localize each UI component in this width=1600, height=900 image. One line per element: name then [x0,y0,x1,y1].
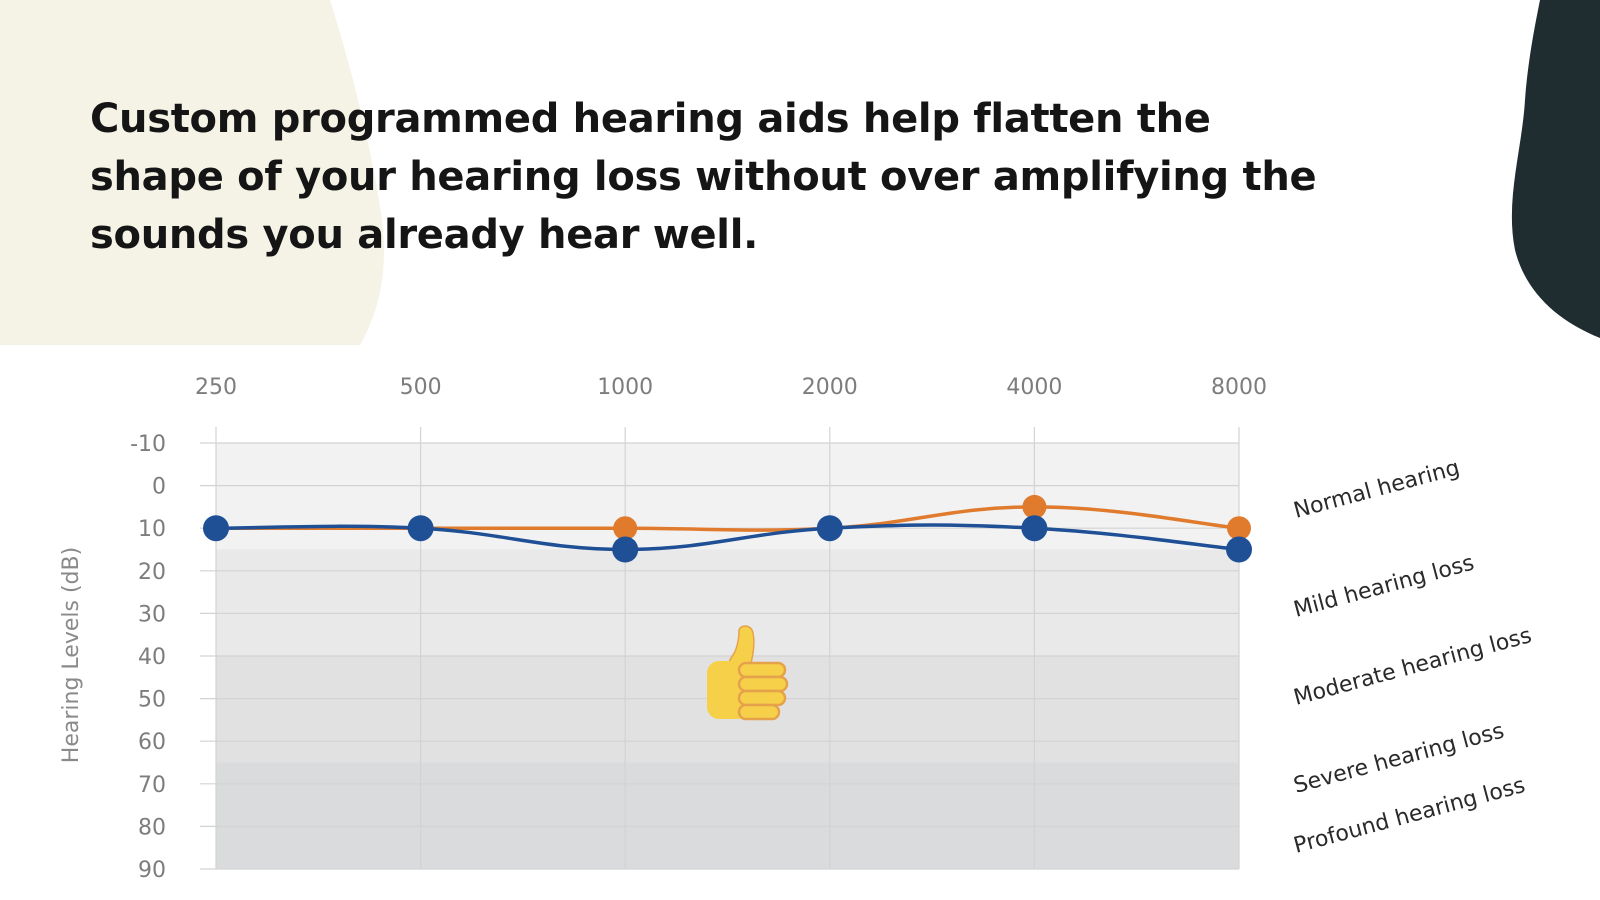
series-0-point [1022,494,1047,519]
y-tick-label: 80 [138,815,166,840]
series-1-point [407,515,434,542]
x-tick-label: 1000 [597,375,653,400]
band-1 [216,549,1239,656]
series-1-point [1226,536,1252,563]
thumbs-up-finger-4 [737,703,781,721]
y-tick-label: 90 [138,858,166,883]
hearing-bands [216,443,1239,869]
band-label-1: Mild hearing loss [1291,551,1477,623]
y-tick-label: 40 [138,645,166,670]
y-tick-label: 0 [152,475,166,500]
y-tick-label: 60 [138,730,166,755]
series-0-point [613,516,638,541]
band-3 [216,762,1239,827]
y-tick-label: 50 [138,688,166,713]
thumbs-up-icon [707,625,789,721]
y-tick-label: 20 [138,560,166,585]
series-line-1 [215,523,1240,552]
thumbs-up-finger-2 [737,675,789,693]
y-tick-label: 70 [138,773,166,798]
x-axis-ticks: 250 500 1000 2000 4000 8000 [195,375,1267,400]
y-tick-label: 10 [138,517,166,542]
x-tick-label: 250 [195,375,237,400]
x-tick-label: 8000 [1211,375,1267,400]
band-4 [216,826,1239,869]
band-label-2: Moderate hearing loss [1291,623,1534,711]
series-0-point [1227,516,1251,541]
series-1-point [612,536,639,563]
dark-blob [1511,0,1600,338]
thumbs-up-finger-3 [737,689,787,707]
y-tick-label: 30 [138,602,166,627]
band-labels: Normal hearing Mild hearing lossModerate … [1291,455,1534,858]
x-tick-label: 500 [400,375,442,400]
series-1-point [1021,515,1048,542]
band-label-0: Normal hearing [1291,455,1462,523]
y-axis-label: Hearing Levels (dB) [59,547,84,763]
y-tick-label: -10 [130,432,166,457]
thumbs-up-finger-1 [737,661,787,679]
series-1-point [203,515,229,542]
x-tick-label: 2000 [802,375,858,400]
cream-blob [0,0,384,345]
page-headline: Custom programmed hearing aids help flat… [90,96,1317,258]
series-1-point [816,515,843,542]
chart-series [203,494,1252,563]
y-axis-ticks: -10 0 10 20 30 40 50 60 70 80 90 [130,432,166,883]
x-tick-label: 4000 [1006,375,1062,400]
